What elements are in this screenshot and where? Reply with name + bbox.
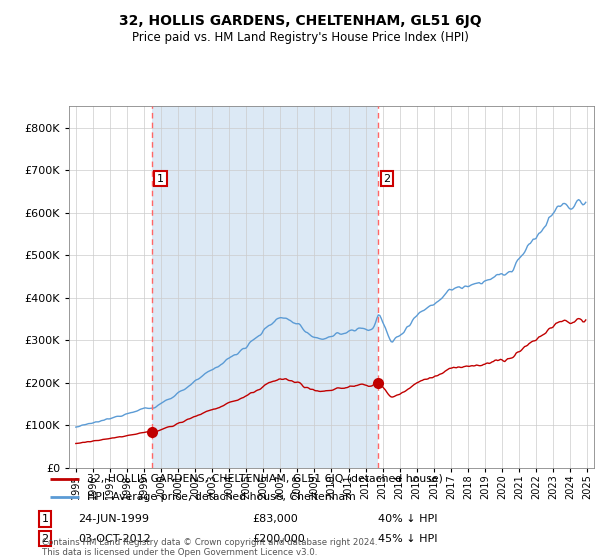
Text: HPI: Average price, detached house, Cheltenham: HPI: Average price, detached house, Chel…	[87, 492, 356, 502]
Text: 2: 2	[41, 534, 49, 544]
Text: 03-OCT-2012: 03-OCT-2012	[78, 534, 151, 544]
Text: 45% ↓ HPI: 45% ↓ HPI	[378, 534, 437, 544]
Text: 1: 1	[41, 514, 49, 524]
Text: 1: 1	[157, 174, 164, 184]
Text: £200,000: £200,000	[252, 534, 305, 544]
Text: 24-JUN-1999: 24-JUN-1999	[78, 514, 149, 524]
Text: £83,000: £83,000	[252, 514, 298, 524]
Text: 32, HOLLIS GARDENS, CHELTENHAM, GL51 6JQ (detached house): 32, HOLLIS GARDENS, CHELTENHAM, GL51 6JQ…	[87, 474, 443, 484]
Bar	[152, 106, 379, 468]
Text: Contains HM Land Registry data © Crown copyright and database right 2024.
This d: Contains HM Land Registry data © Crown c…	[42, 538, 377, 557]
Text: 2: 2	[383, 174, 391, 184]
Text: 40% ↓ HPI: 40% ↓ HPI	[378, 514, 437, 524]
Text: 32, HOLLIS GARDENS, CHELTENHAM, GL51 6JQ: 32, HOLLIS GARDENS, CHELTENHAM, GL51 6JQ	[119, 14, 481, 28]
Text: Price paid vs. HM Land Registry's House Price Index (HPI): Price paid vs. HM Land Registry's House …	[131, 31, 469, 44]
